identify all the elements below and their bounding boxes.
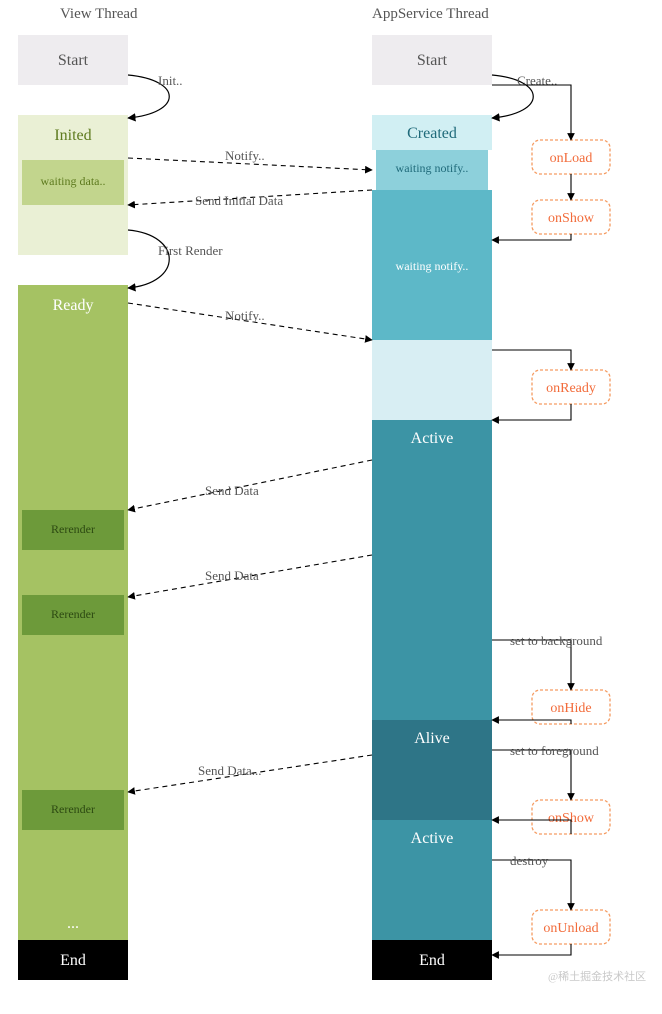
hf-onunload-back (492, 944, 571, 955)
hf-out-onunload-label: destroy (510, 853, 549, 868)
v-inited-label: Inited (54, 127, 91, 144)
a-alive-label: Alive (414, 730, 450, 747)
h-onload-label: onLoad (550, 151, 593, 166)
s-first-label: First Render (158, 243, 223, 258)
e-notify1-label: Notify.. (225, 148, 265, 163)
a-readygap (372, 340, 492, 420)
v-ready-label: Ready (53, 297, 94, 314)
hf-create-onload (492, 85, 571, 140)
a-active1 (372, 420, 492, 720)
v-start-label: Start (58, 52, 89, 69)
h-onunload-label: onUnload (543, 921, 598, 936)
v-waiting-label: waiting data.. (41, 174, 106, 188)
s-init-label: Init.. (158, 73, 183, 88)
watermark: @稀土掘金技术社区 (548, 969, 646, 983)
a-active1-label: Active (411, 430, 454, 447)
s-create-label: Create.. (517, 73, 557, 88)
v-rer1-label: Rerender (51, 522, 95, 536)
e-sd2-label: Send Data (205, 568, 259, 583)
hf-out-onhide-label: set to background (510, 633, 603, 648)
e-notify2-label: Notify.. (225, 308, 265, 323)
a-wait2-label: waiting notify.. (396, 259, 469, 273)
hf-onshow-back (492, 234, 571, 240)
s-first (128, 230, 169, 288)
header-appservice-thread: AppService Thread (372, 6, 489, 22)
hf-out-onshow2-label: set to foreground (510, 743, 599, 758)
v-rer3-label: Rerender (51, 802, 95, 816)
v-dots-label: ... (67, 915, 79, 932)
e-sd1-label: Send Data (205, 483, 259, 498)
e-sd3-label: Send Data... (198, 763, 262, 778)
a-start-label: Start (417, 52, 448, 69)
a-active2-label: Active (411, 830, 454, 847)
a-wait1-label: waiting notify.. (396, 161, 469, 175)
h-onhide-label: onHide (550, 701, 591, 716)
a-end-label: End (419, 952, 445, 969)
header-view-thread: View Thread (60, 6, 138, 22)
v-rer2-label: Rerender (51, 607, 95, 621)
hf-onready-back (492, 404, 571, 420)
h-onshow1-label: onShow (548, 211, 595, 226)
hf-out-onready (492, 350, 571, 370)
e-sendinit-label: Send Initial Data (195, 193, 283, 208)
h-onready-label: onReady (546, 381, 596, 396)
v-end-label: End (60, 952, 86, 969)
a-created-label: Created (407, 125, 457, 142)
